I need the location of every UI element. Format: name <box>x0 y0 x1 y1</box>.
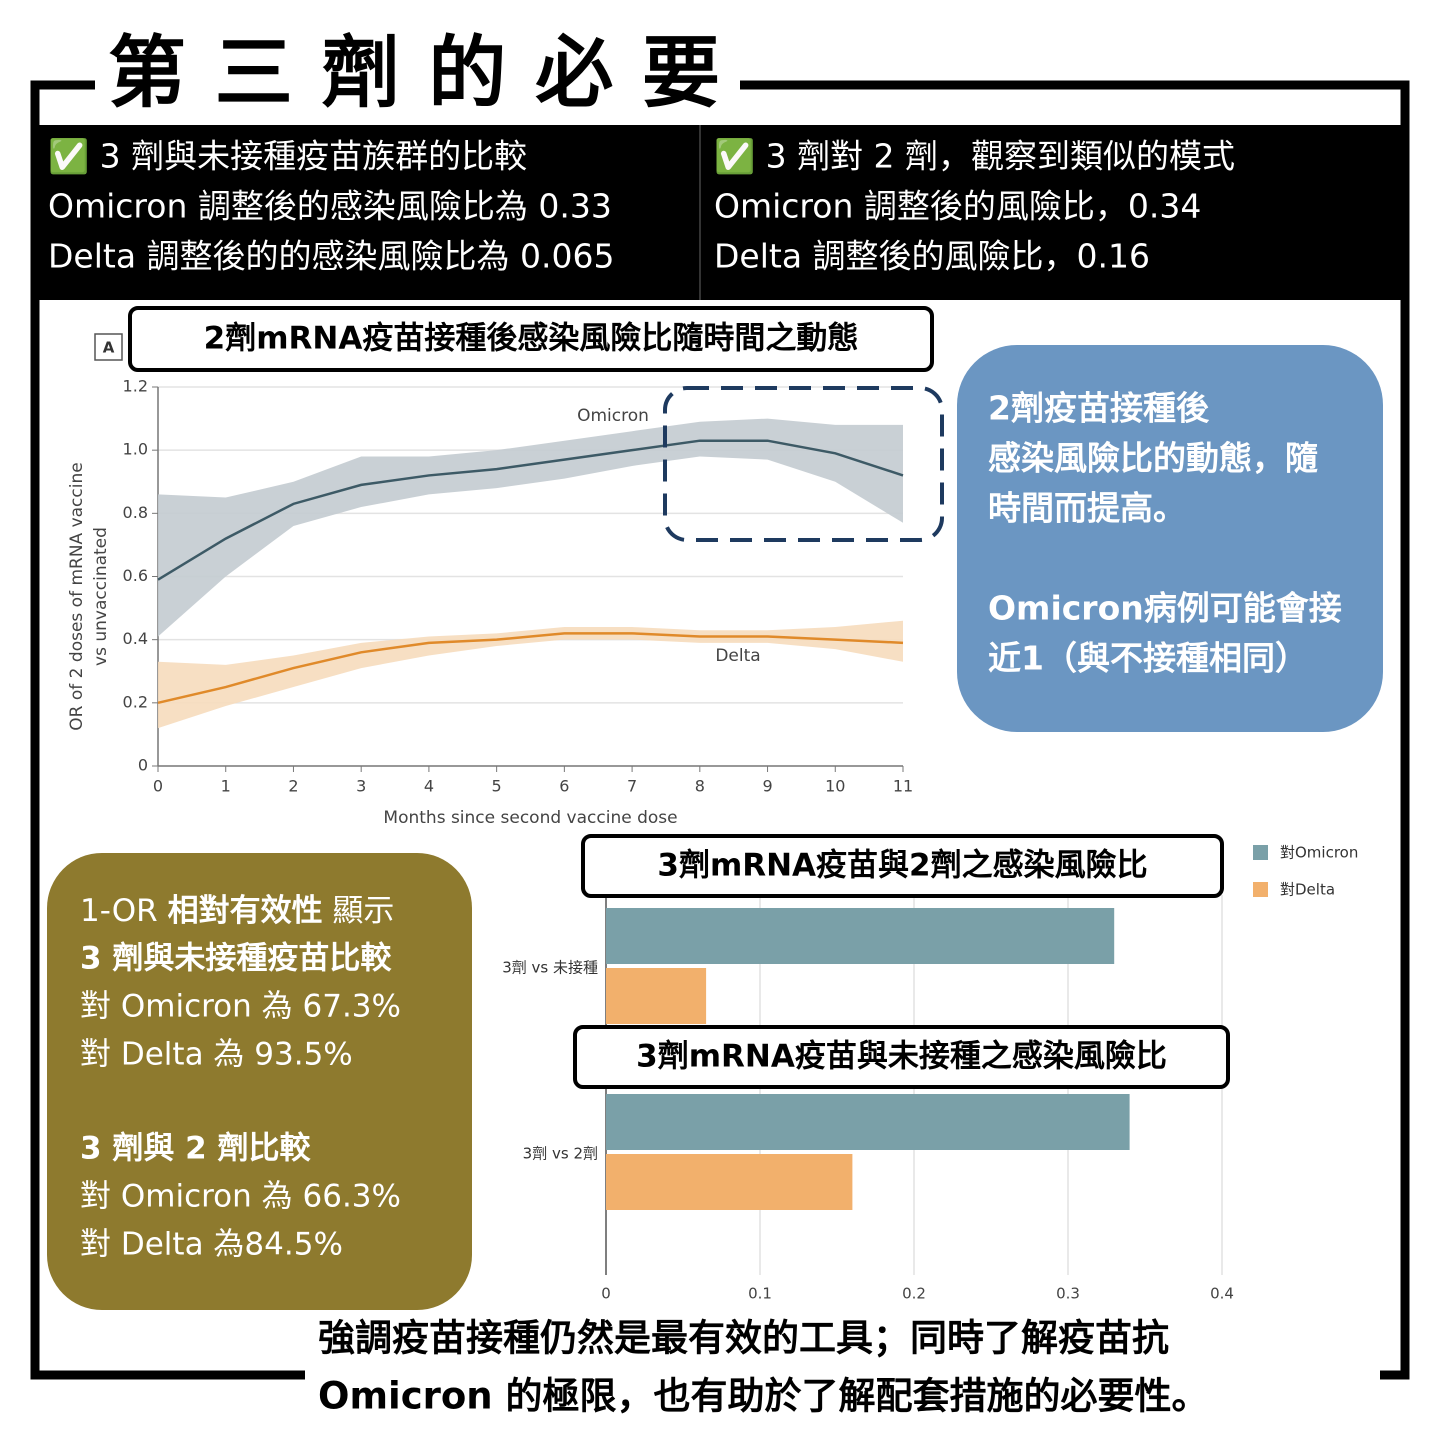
x-tick-label: 3 <box>356 777 366 796</box>
annotation: 3劑mRNA疫苗與2劑之感染風險比 <box>657 848 1147 884</box>
confidence-band <box>158 620 903 729</box>
footer-bg <box>305 1310 1380 1438</box>
x-tick-label: 0.1 <box>748 1285 772 1303</box>
x-tick-label: 2 <box>288 777 298 796</box>
y-tick-label: 0.6 <box>123 566 148 585</box>
effectiveness-line: 1-OR 相對有效性 顯示 <box>80 893 394 929</box>
y-tick-label: 0.4 <box>123 629 148 648</box>
x-tick-label: 7 <box>627 777 637 796</box>
x-tick-label: 0 <box>601 1285 611 1303</box>
x-tick-label: 8 <box>695 777 705 796</box>
summary-line: Delta 調整後的風險比，0.16 <box>714 237 1150 276</box>
effectiveness-box <box>47 853 472 1310</box>
callout-line: Omicron病例可能會接 <box>988 589 1342 628</box>
text-segment: 1-OR <box>80 893 168 929</box>
callout-line: 2劑疫苗接種後 <box>988 389 1210 428</box>
callout-line: 時間而提高。 <box>988 489 1186 528</box>
x-tick-label: 0 <box>153 777 163 796</box>
x-tick-label: 0.3 <box>1056 1285 1080 1303</box>
frame <box>30 80 1410 1380</box>
y-tick-label: 0.8 <box>123 503 148 522</box>
title-bg <box>95 30 740 130</box>
series-label: Omicron <box>577 406 649 426</box>
effectiveness-line: 對 Omicron 為 66.3% <box>80 1179 401 1215</box>
chart-title-box <box>128 306 934 372</box>
category-label: 3劑 vs 未接種 <box>502 959 598 977</box>
y-axis-title: OR of 2 doses of mRNA vaccine <box>67 462 87 730</box>
effectiveness-line: 3 劑與 2 劑比較 <box>80 1131 312 1167</box>
x-tick-label: 9 <box>762 777 772 796</box>
legend-swatch <box>1253 845 1268 860</box>
x-tick-label: 6 <box>559 777 569 796</box>
x-tick-label: 0.4 <box>1210 1285 1234 1303</box>
y-tick-label: 0 <box>138 756 148 775</box>
page-title: 第 三 劑 的 必 要 <box>108 28 720 118</box>
x-tick-label: 1 <box>221 777 231 796</box>
summary-line: ✅ 3 劑與未接種疫苗族群的比較 <box>48 137 527 176</box>
y-axis-title: vs unvaccinated <box>91 527 111 666</box>
legend-swatch <box>1253 882 1268 897</box>
legend-label: 對Omicron <box>1280 844 1358 862</box>
effectiveness-line: 3 劑與未接種疫苗比較 <box>80 941 392 977</box>
bar <box>606 968 707 1024</box>
y-tick-label: 1.0 <box>123 440 148 459</box>
series-label: Delta <box>715 646 760 666</box>
summary-line: Omicron 調整後的風險比，0.34 <box>714 187 1201 226</box>
bar <box>606 908 1115 964</box>
bar <box>606 1154 853 1210</box>
text-segment: 相對有效性 <box>168 893 323 929</box>
callout-line: 感染風險比的動態，隨 <box>988 439 1318 478</box>
annotation-box <box>581 834 1224 898</box>
panel-box <box>94 333 123 361</box>
chart-title: 2劑mRNA疫苗接種後感染風險比隨時間之動態 <box>204 321 859 357</box>
series-line <box>157 439 904 581</box>
effectiveness-line: 對 Delta 為 93.5% <box>80 1037 353 1073</box>
series-line <box>157 632 904 705</box>
y-tick-label: 0.2 <box>123 692 148 711</box>
summary-line: Delta 調整後的的感染風險比為 0.065 <box>48 237 615 276</box>
effectiveness-line: 對 Omicron 為 67.3% <box>80 989 401 1025</box>
callout-box <box>957 345 1383 732</box>
confidence-band <box>158 418 903 637</box>
summary-line: Omicron 調整後的感染風險比為 0.33 <box>48 187 612 226</box>
x-tick-label: 0.2 <box>902 1285 926 1303</box>
x-tick-label: 4 <box>424 777 434 796</box>
x-tick-label: 5 <box>492 777 502 796</box>
text-segment: 顯示 <box>323 893 395 929</box>
x-axis-title: Months since second vaccine dose <box>383 808 677 828</box>
highlight-box <box>663 386 944 542</box>
effectiveness-line: 對 Delta 為84.5% <box>80 1227 343 1263</box>
footer-line: Omicron 的極限，也有助於了解配套措施的必要性。 <box>318 1375 1209 1418</box>
category-label: 3劑 vs 2劑 <box>523 1145 598 1163</box>
legend-label: 對Delta <box>1280 881 1335 899</box>
annotation: 3劑mRNA疫苗與未接種之感染風險比 <box>636 1039 1167 1075</box>
bar <box>606 1094 1130 1150</box>
x-tick-label: 11 <box>893 777 913 796</box>
callout-line: 近1（與不接種相同） <box>988 639 1308 678</box>
y-tick-label: 1.2 <box>123 377 148 396</box>
footer-line: 強調疫苗接種仍然是最有效的工具；同時了解疫苗抗 <box>318 1317 1169 1360</box>
summary-band <box>35 125 1405 300</box>
summary-line: ✅ 3 劑對 2 劑，觀察到類似的模式 <box>714 137 1235 176</box>
x-tick-label: 10 <box>825 777 845 796</box>
panel-label: A <box>103 339 115 357</box>
annotation-box <box>573 1025 1230 1089</box>
